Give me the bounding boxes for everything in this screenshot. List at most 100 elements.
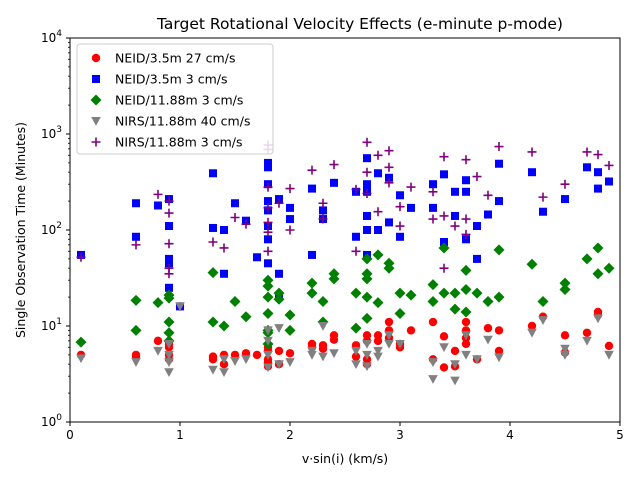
data-point bbox=[362, 167, 372, 177]
data-point bbox=[395, 202, 405, 212]
data-point bbox=[449, 303, 461, 315]
data-point bbox=[605, 177, 613, 186]
x-axis-label: v·sin(i) (km/s) bbox=[302, 451, 388, 466]
data-point bbox=[460, 264, 472, 276]
data-point bbox=[384, 178, 394, 188]
data-point bbox=[583, 163, 591, 172]
data-point bbox=[439, 263, 449, 273]
data-point bbox=[560, 350, 570, 360]
data-point bbox=[439, 363, 449, 372]
data-point bbox=[494, 142, 504, 152]
data-point bbox=[482, 295, 494, 307]
data-point bbox=[440, 170, 448, 179]
data-point bbox=[351, 184, 361, 194]
data-point bbox=[240, 311, 252, 323]
data-point bbox=[461, 331, 471, 341]
data-point bbox=[428, 187, 438, 197]
data-point bbox=[208, 365, 218, 375]
data-point bbox=[428, 375, 438, 384]
data-point bbox=[262, 307, 274, 319]
data-point bbox=[385, 173, 393, 182]
data-point bbox=[362, 339, 372, 349]
data-point bbox=[229, 295, 241, 307]
data-point bbox=[450, 346, 460, 356]
data-point bbox=[440, 237, 448, 246]
data-point bbox=[264, 197, 272, 206]
axes: 0 1 2 3 4 5 100 101 102 103 104 bbox=[41, 29, 624, 442]
data-point bbox=[273, 293, 285, 305]
data-point bbox=[76, 354, 86, 364]
data-point bbox=[130, 294, 142, 306]
data-point bbox=[262, 280, 274, 292]
data-points bbox=[75, 137, 615, 386]
data-point bbox=[373, 207, 383, 217]
data-point bbox=[75, 336, 87, 348]
data-point bbox=[286, 215, 294, 224]
data-point bbox=[527, 328, 537, 338]
data-point bbox=[592, 268, 604, 280]
data-point bbox=[318, 198, 328, 208]
legend-marker bbox=[91, 117, 101, 126]
data-point bbox=[241, 219, 251, 229]
data-point bbox=[330, 178, 338, 187]
data-point bbox=[483, 335, 493, 345]
data-point bbox=[526, 258, 538, 270]
data-point bbox=[395, 221, 405, 231]
data-point bbox=[152, 297, 164, 309]
data-point bbox=[230, 350, 240, 360]
data-point bbox=[561, 195, 569, 204]
data-point bbox=[471, 287, 483, 299]
data-point bbox=[461, 350, 471, 360]
data-point bbox=[462, 235, 470, 244]
data-point bbox=[604, 350, 614, 360]
data-point bbox=[263, 227, 273, 237]
data-point bbox=[538, 316, 548, 325]
data-point bbox=[165, 259, 173, 268]
data-point bbox=[284, 324, 296, 336]
data-point bbox=[164, 350, 174, 360]
data-point bbox=[560, 179, 570, 189]
series-4-points bbox=[76, 302, 614, 386]
data-point bbox=[363, 211, 371, 220]
data-point bbox=[275, 269, 283, 278]
legend-label: NEID/3.5m 27 cm/s bbox=[115, 51, 235, 66]
data-point bbox=[406, 326, 416, 335]
data-point bbox=[274, 360, 284, 370]
y-tick-label: 103 bbox=[41, 125, 62, 141]
legend-marker bbox=[90, 94, 102, 106]
data-point bbox=[439, 152, 449, 162]
data-point bbox=[362, 137, 372, 147]
data-point bbox=[230, 212, 240, 222]
data-point bbox=[207, 267, 219, 279]
data-point bbox=[165, 283, 173, 292]
data-point bbox=[219, 355, 229, 365]
data-point bbox=[494, 326, 504, 335]
data-point bbox=[164, 196, 174, 206]
data-point bbox=[164, 269, 174, 279]
data-point bbox=[263, 350, 273, 360]
data-point bbox=[560, 331, 570, 340]
data-point bbox=[307, 350, 317, 360]
data-point bbox=[350, 322, 362, 334]
data-point bbox=[209, 169, 217, 178]
data-point bbox=[427, 295, 439, 307]
data-point bbox=[395, 339, 405, 349]
data-point bbox=[252, 350, 262, 360]
legend-marker bbox=[91, 137, 101, 147]
data-point bbox=[559, 277, 571, 289]
data-point bbox=[264, 259, 272, 268]
data-point bbox=[528, 168, 536, 177]
data-point bbox=[76, 252, 86, 262]
data-point bbox=[164, 358, 174, 367]
data-point bbox=[351, 360, 361, 370]
data-point bbox=[594, 168, 602, 177]
data-point bbox=[495, 159, 503, 168]
data-point bbox=[539, 207, 547, 216]
data-point bbox=[219, 243, 229, 253]
data-point bbox=[286, 203, 294, 212]
data-point bbox=[285, 184, 295, 194]
data-point bbox=[175, 302, 185, 312]
data-point bbox=[318, 352, 328, 362]
data-point bbox=[264, 163, 272, 172]
data-point bbox=[462, 176, 470, 185]
